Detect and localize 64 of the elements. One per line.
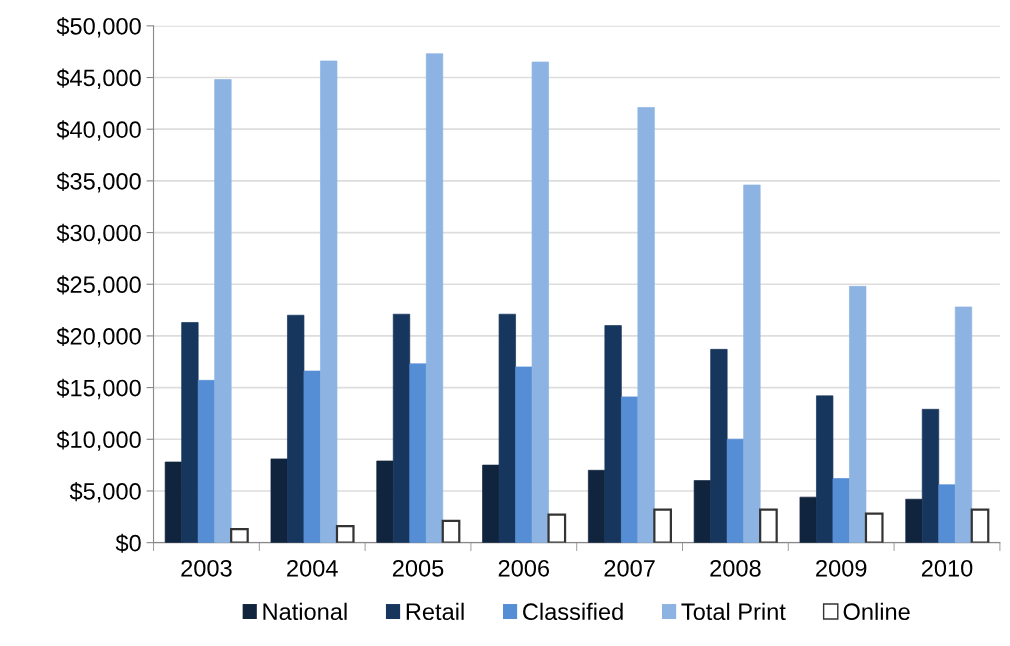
y-tick-label: $5,000 — [69, 482, 141, 503]
legend-label: Total Print — [681, 602, 786, 621]
bar — [693, 480, 711, 543]
bar — [547, 513, 567, 543]
bar — [653, 508, 672, 543]
bar — [604, 325, 622, 543]
bar — [864, 512, 884, 543]
y-tick-label: $40,000 — [56, 120, 141, 141]
y-tick-label: $30,000 — [56, 223, 141, 245]
bar — [181, 322, 199, 543]
bar — [743, 184, 761, 543]
legend-label: National — [263, 602, 347, 621]
bar — [270, 458, 288, 543]
legend-label: Online — [843, 602, 910, 621]
bar — [710, 349, 728, 543]
bar — [531, 61, 549, 543]
bar — [970, 508, 990, 543]
y-tick-label: $50,000 — [56, 16, 141, 38]
bar — [621, 396, 639, 543]
y-tick-label: $0 — [115, 533, 141, 553]
bar — [921, 408, 940, 543]
bar — [214, 79, 232, 543]
x-tick-label: 2005 — [392, 559, 444, 577]
y-tick-label: $25,000 — [56, 275, 141, 296]
bar — [164, 461, 183, 543]
bar — [441, 519, 461, 543]
y-tick-label: $45,000 — [56, 68, 141, 90]
bar — [303, 370, 321, 543]
bar — [637, 107, 655, 543]
bar — [849, 285, 867, 543]
bar — [425, 53, 444, 543]
bar — [498, 313, 516, 543]
y-tick-label: $20,000 — [56, 327, 141, 348]
bar — [230, 528, 249, 543]
x-tick-label: 2008 — [710, 559, 761, 577]
bar — [905, 498, 923, 543]
bar — [320, 60, 338, 543]
bar — [197, 380, 216, 543]
x-tick-label: 2009 — [816, 559, 867, 577]
y-tick-label: $35,000 — [56, 171, 141, 193]
bar — [816, 395, 834, 543]
bar — [376, 460, 394, 543]
x-tick-label: 2004 — [287, 559, 338, 577]
x-tick-label: 2003 — [181, 559, 232, 577]
bar — [726, 438, 745, 543]
x-tick-label: 2007 — [604, 559, 655, 577]
legend-label: Classified — [523, 602, 623, 621]
bar — [799, 496, 817, 543]
bar — [588, 469, 606, 543]
bar — [759, 508, 778, 543]
bar — [938, 484, 956, 543]
bar — [409, 363, 427, 543]
bar — [287, 314, 305, 543]
bar — [482, 464, 500, 543]
y-tick-label: $15,000 — [56, 378, 141, 400]
y-tick-label: $10,000 — [56, 430, 141, 451]
legend-label: Retail — [406, 602, 464, 621]
x-tick-label: 2010 — [921, 559, 973, 577]
bar — [335, 524, 355, 543]
bar — [832, 478, 850, 543]
bar — [954, 306, 973, 543]
bar — [392, 313, 411, 543]
x-tick-label: 2006 — [498, 559, 550, 577]
bar — [515, 366, 533, 543]
